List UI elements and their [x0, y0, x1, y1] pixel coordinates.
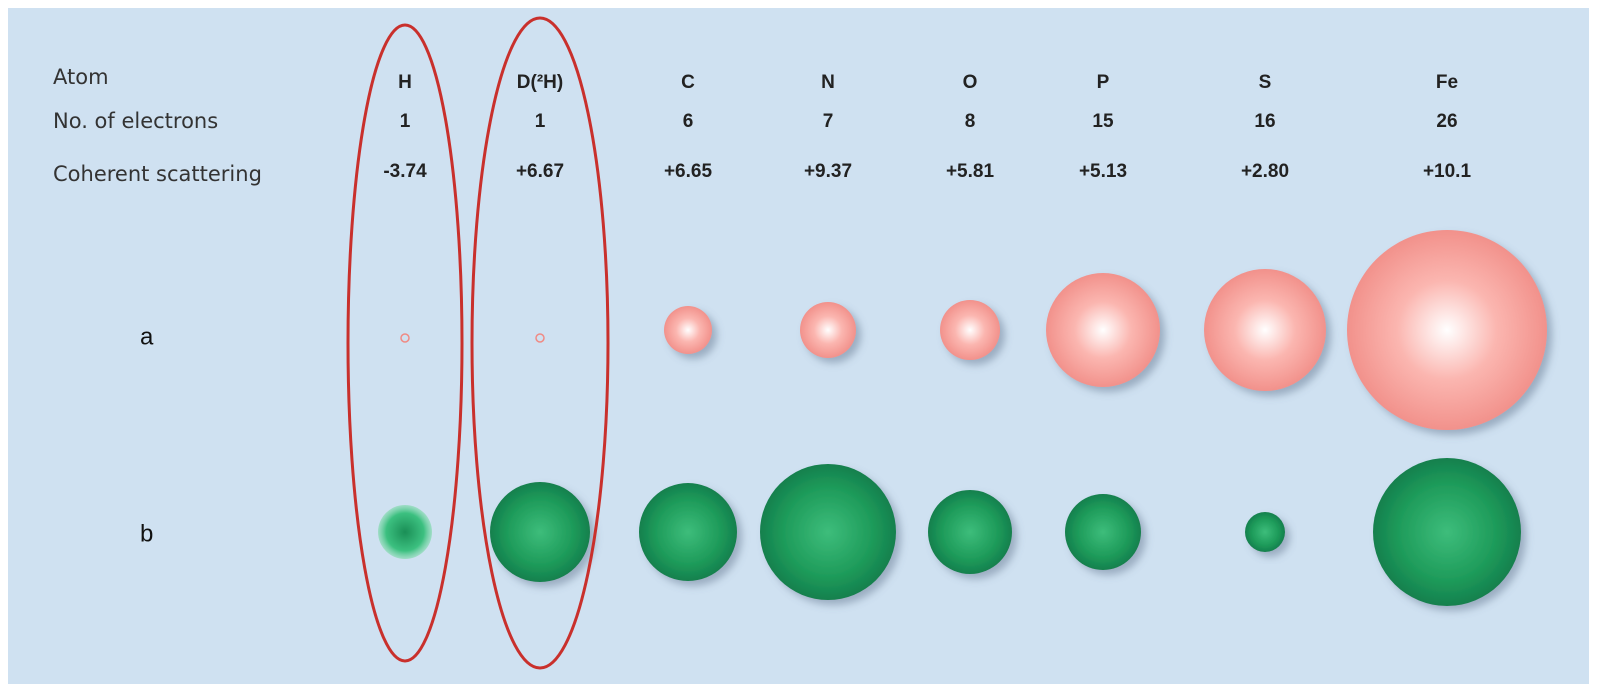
atom-electrons: 1	[535, 111, 546, 132]
atom-electrons: 7	[823, 111, 834, 132]
sphere-b	[1245, 512, 1285, 552]
sphere-b	[378, 505, 432, 559]
atom-symbol: O	[963, 72, 978, 93]
sphere-a	[1046, 273, 1160, 387]
sphere-a	[1204, 269, 1326, 391]
sphere-b	[928, 490, 1012, 574]
row-label: Coherent scattering	[53, 162, 262, 186]
atom-scattering: +2.80	[1241, 161, 1289, 182]
sphere-a	[800, 302, 856, 358]
atom-electrons: 6	[683, 111, 694, 132]
atom-electrons: 15	[1092, 111, 1114, 132]
atom-scattering: +9.37	[804, 161, 852, 182]
atom-scattering: +6.67	[516, 161, 564, 182]
atom-scattering: +5.13	[1079, 161, 1127, 182]
sphere-b	[639, 483, 737, 581]
row-label: Atom	[53, 65, 109, 89]
sphere-row-label: a	[140, 323, 154, 350]
row-label: No. of electrons	[53, 109, 218, 133]
sphere-b	[1065, 494, 1141, 570]
sphere-a	[1347, 230, 1547, 430]
atom-scattering: +5.81	[946, 161, 995, 182]
atom-symbol: P	[1097, 72, 1110, 93]
sphere-b	[490, 482, 590, 582]
sphere-b	[760, 464, 896, 600]
atom-scattering: +6.65	[664, 161, 713, 182]
sphere-a	[940, 300, 1000, 360]
highlight-ellipse	[470, 16, 610, 670]
atom-electrons: 16	[1254, 111, 1275, 132]
atom-scattering: -3.74	[383, 161, 427, 182]
sphere-b	[1373, 458, 1521, 606]
atom-electrons: 26	[1436, 111, 1457, 132]
atom-symbol: C	[681, 72, 695, 93]
sphere-a	[400, 333, 410, 343]
sphere-row-label: b	[140, 520, 153, 547]
content: Atom No. of electrons Coherent scattering a…	[53, 65, 1547, 606]
atom-electrons: 1	[400, 111, 411, 132]
atom-electrons: 8	[965, 111, 976, 132]
atom-symbol: S	[1259, 72, 1272, 93]
sphere-a	[664, 306, 712, 354]
atom-scattering: +10.1	[1423, 161, 1472, 182]
highlight-ellipse	[346, 23, 464, 663]
atom-symbol: N	[821, 72, 835, 93]
atom-symbol: H	[398, 72, 412, 93]
atom-symbol: D(²H)	[517, 72, 563, 93]
atom-symbol: Fe	[1436, 72, 1458, 93]
sphere-a	[535, 333, 545, 343]
